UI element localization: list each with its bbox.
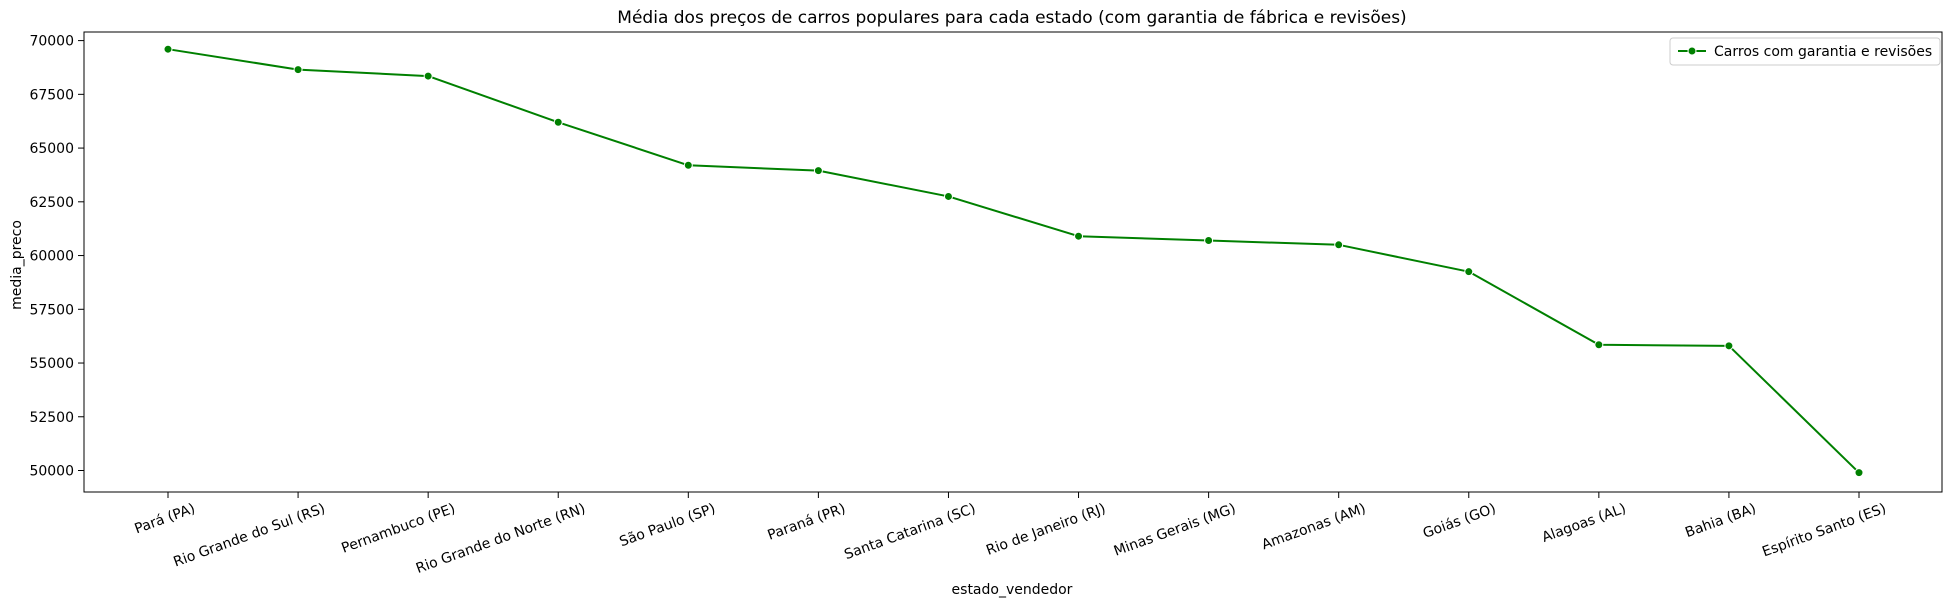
y-axis-ticks: 50000 52500 55000 57500 60000 62500 65000 67500… <box>29 34 84 480</box>
y-tick-label: 55000 <box>29 356 74 372</box>
data-point[interactable] <box>1204 236 1214 246</box>
y-tick-label: 67500 <box>29 87 74 103</box>
data-point[interactable] <box>553 117 563 127</box>
data-point[interactable] <box>683 160 693 170</box>
y-tick-label: 50000 <box>29 464 74 480</box>
plot-area-frame <box>83 31 1943 493</box>
y-tick-label: 65000 <box>29 141 74 157</box>
legend-label: Carros com garantia e revisões <box>1714 44 1932 60</box>
data-point[interactable] <box>1464 267 1474 277</box>
legend-frame <box>1669 37 1941 66</box>
chart-title: Média dos preços de carros populares par… <box>617 8 1406 28</box>
data-point[interactable] <box>1854 468 1864 478</box>
y-tick-label: 70000 <box>29 34 74 50</box>
data-point[interactable] <box>423 71 433 81</box>
y-tick-label: 62500 <box>29 195 74 211</box>
legend-marker-swatch <box>1687 46 1697 56</box>
y-axis-title: media_preco <box>9 220 25 310</box>
y-tick-label: 60000 <box>29 249 74 265</box>
data-point[interactable] <box>1074 231 1084 241</box>
series-layer <box>163 44 1864 478</box>
x-axis-title: estado_vendedor <box>952 582 1073 598</box>
data-point[interactable] <box>1334 240 1344 250</box>
y-tick-label: 57500 <box>29 302 74 318</box>
data-point[interactable] <box>943 191 953 201</box>
series-line <box>167 48 1860 474</box>
y-tick-label: 52500 <box>29 410 74 426</box>
data-point[interactable] <box>1594 340 1604 350</box>
data-point[interactable] <box>293 65 303 75</box>
data-point[interactable] <box>163 44 173 54</box>
data-point[interactable] <box>813 166 823 176</box>
legend[interactable]: Carros com garantia e revisões <box>1669 37 1941 66</box>
data-point[interactable] <box>1724 341 1734 351</box>
